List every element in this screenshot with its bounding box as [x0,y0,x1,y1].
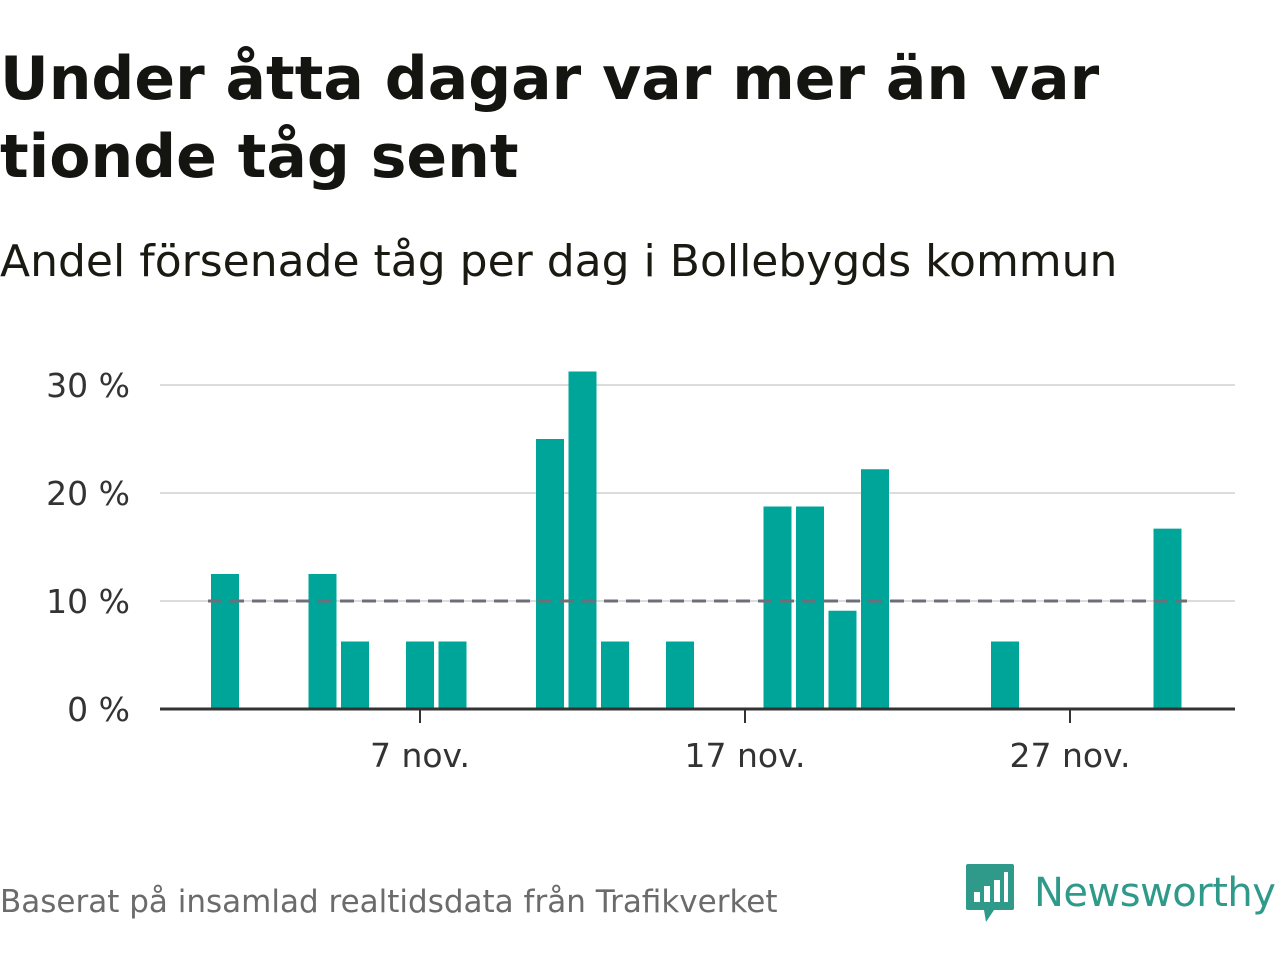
bar [341,641,369,709]
bar [828,610,857,709]
bar [991,641,1019,709]
bar [211,574,239,709]
brand-name: Newsworthy [1034,870,1276,916]
bar [438,641,467,709]
bar [796,506,824,709]
bars [211,371,1182,709]
bar [1153,528,1182,709]
bar [308,574,337,709]
bar [666,641,694,709]
x-tick-label: 7 nov. [370,736,470,775]
bar [568,371,597,709]
chart-subtitle: Andel försenade tåg per dag i Bollebygds… [0,236,1118,287]
newsworthy-logo-icon [966,864,1014,922]
y-tick-label: 10 % [46,582,130,621]
x-tick-label: 27 nov. [1009,736,1130,775]
tick-labels: 0 % 10 % 20 % 30 % 7 nov. 17 nov. 27 nov. [46,366,1130,775]
source-note: Baserat på insamlad realtidsdata från Tr… [0,884,778,920]
bar [406,641,434,709]
y-tick-label: 30 % [46,366,130,405]
bar [763,506,792,709]
axes [160,707,1235,723]
y-tick-label: 20 % [46,474,130,513]
x-tick-label: 17 nov. [684,736,805,775]
gridlines [160,384,1235,602]
bar [861,469,889,709]
bar [536,439,564,709]
chart-title: Under åtta dagar var mer än var tionde t… [0,44,1100,192]
bar [601,641,629,709]
brand-logo[interactable]: Newsworthy [964,862,1276,924]
y-tick-label: 0 % [67,690,130,729]
bar-chart: 0 % 10 % 20 % 30 % 7 nov. 17 nov. 27 nov. [46,366,1235,775]
